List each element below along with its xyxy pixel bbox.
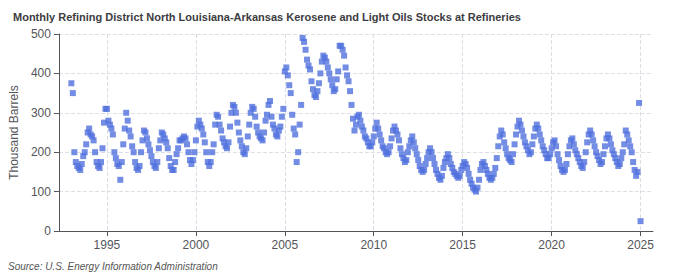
svg-text:Thousand Barrels: Thousand Barrels: [7, 85, 21, 180]
svg-text:1995: 1995: [94, 238, 121, 252]
svg-text:200: 200: [31, 145, 51, 159]
svg-text:Monthly Refining District Nort: Monthly Refining District North Louisian…: [13, 11, 521, 23]
svg-text:Source: U.S. Energy Informatio: Source: U.S. Energy Information Administ…: [8, 261, 218, 272]
svg-text:100: 100: [31, 185, 51, 199]
svg-text:400: 400: [31, 66, 51, 80]
svg-text:0: 0: [44, 224, 51, 238]
svg-text:300: 300: [31, 106, 51, 120]
svg-text:2005: 2005: [271, 238, 298, 252]
svg-text:2010: 2010: [360, 238, 387, 252]
svg-text:2025: 2025: [627, 238, 654, 252]
svg-text:500: 500: [31, 27, 51, 41]
svg-text:2020: 2020: [538, 238, 565, 252]
svg-text:2015: 2015: [449, 238, 476, 252]
svg-text:2000: 2000: [183, 238, 210, 252]
